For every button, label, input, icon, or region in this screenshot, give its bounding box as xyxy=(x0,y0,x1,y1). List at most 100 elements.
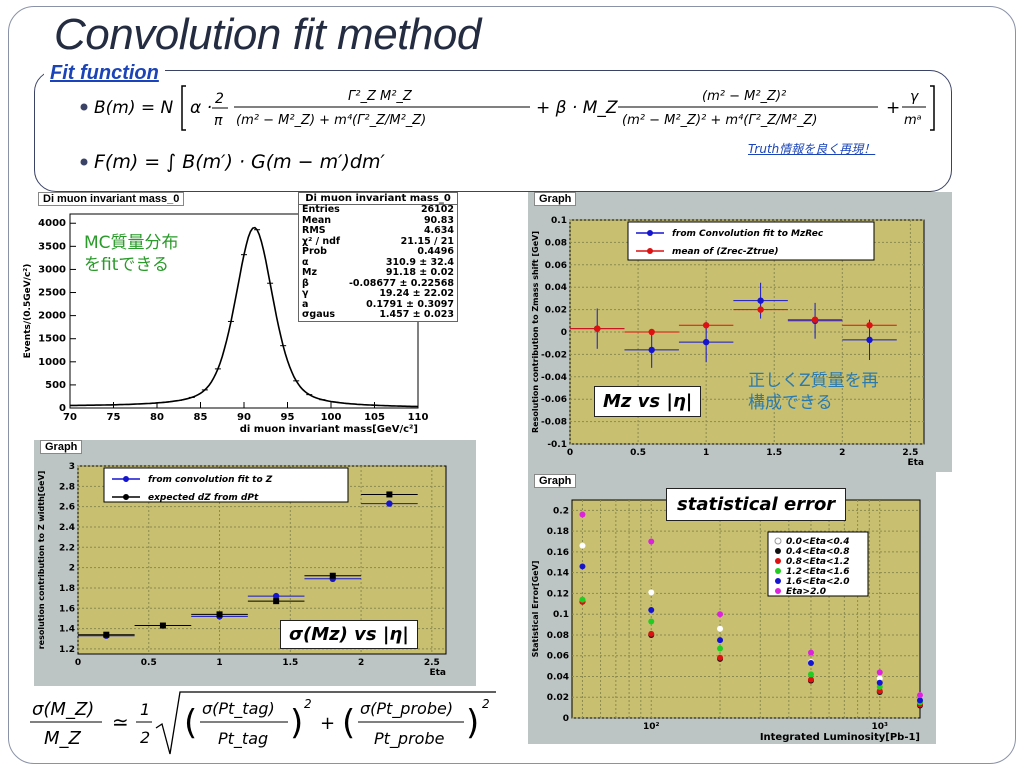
x-axis-label: Integrated Luminosity[Pb-1] xyxy=(760,732,920,743)
data-point xyxy=(917,692,923,699)
legend-label: from Convolution fit to MzRec xyxy=(672,229,824,239)
data-point xyxy=(648,346,655,354)
x-tick-label: 110 xyxy=(408,412,429,423)
x-tick-label: 0.5 xyxy=(630,448,646,458)
y-tick-label: 1000 xyxy=(38,357,66,368)
stat-value: 26102 xyxy=(420,204,454,215)
svg-text:2: 2 xyxy=(482,697,490,711)
stat-row: Prob 0.4496 xyxy=(299,246,457,258)
data-point xyxy=(103,631,110,638)
legend-marker xyxy=(775,548,781,554)
x-tick-label: 0 xyxy=(75,658,81,668)
y-tick-label: 0.16 xyxy=(547,548,569,558)
svg-text:σ(Pt_probe): σ(Pt_probe) xyxy=(360,699,453,719)
data-point xyxy=(807,676,814,683)
stat-row: a 0.1791 ± 0.3097 xyxy=(299,298,457,311)
y-tick-label: 0.04 xyxy=(547,672,569,682)
z-note: 正しくZ質量を再 構成できる xyxy=(748,370,879,414)
y-tick-label: 0 xyxy=(563,714,569,724)
stat-value: 0.1791 ± 0.3097 xyxy=(366,298,454,310)
data-point xyxy=(594,325,601,332)
data-point xyxy=(579,563,586,570)
mass-histogram-title: Di muon invariant mass_0 xyxy=(38,192,185,206)
y-tick-label: 0.08 xyxy=(545,238,567,248)
data-point xyxy=(876,679,883,686)
legend-label: 0.4<Eta<0.8 xyxy=(786,547,850,557)
data-point xyxy=(807,659,814,666)
x-tick-label: 95 xyxy=(281,412,295,423)
svg-text:σ(M_Z): σ(M_Z) xyxy=(32,699,94,720)
svg-text:): ) xyxy=(466,703,479,743)
legend-label: Eta>2.0 xyxy=(786,587,826,597)
svg-text:F(m) = ∫ B(m′) · G(m − m′)dm′: F(m) = ∫ B(m′) · G(m − m′)dm′ xyxy=(94,151,385,173)
data-point xyxy=(648,630,655,637)
data-point xyxy=(717,625,724,632)
stat-row: RMS 4.634 xyxy=(299,225,457,237)
x-tick-label: 2.5 xyxy=(424,658,440,668)
y-axis-label: Statistical Error[GeV] xyxy=(531,561,540,658)
svg-text:Pt_tag: Pt_tag xyxy=(218,729,268,749)
stat-key: χ² / ndf xyxy=(302,235,341,247)
y-tick-label: 0.1 xyxy=(551,216,567,226)
stat-value: 310.9 ± 32.4 xyxy=(385,256,454,268)
svg-text:(: ( xyxy=(184,703,197,743)
stat-value: 19.24 ± 22.02 xyxy=(379,288,454,299)
data-point xyxy=(917,697,923,704)
slide-title: Convolution fit method xyxy=(54,10,481,59)
stat-row: β -0.08677 ± 0.22568 xyxy=(299,278,457,290)
data-point xyxy=(876,675,883,682)
svg-text:M_Z: M_Z xyxy=(44,728,82,749)
data-point xyxy=(702,338,710,346)
y-tick-label: 0.08 xyxy=(547,631,569,641)
mc-note-line2: をfitできる xyxy=(84,255,170,275)
x-axis-label: Eta xyxy=(429,668,446,678)
svg-text:(m² − M²_Z) + m⁴(Γ²_Z/M²_Z): (m² − M²_Z) + m⁴(Γ²_Z/M²_Z) xyxy=(236,113,426,128)
y-tick-label: 1.2 xyxy=(59,645,75,655)
y-tick-label: -0.08 xyxy=(541,418,567,428)
y-tick-label: 1.8 xyxy=(59,584,75,594)
stat-key: RMS xyxy=(302,225,326,236)
y-tick-label: 3500 xyxy=(38,241,66,252)
x-tick-label: 100 xyxy=(321,412,342,423)
y-axis-label: Resolution contribution to Zmass shift [… xyxy=(531,231,540,433)
y-tick-label: 0.1 xyxy=(553,610,569,620)
y-tick-label: 1.6 xyxy=(59,604,75,614)
f-m-formula: F(m) = ∫ B(m′) · G(m − m′)dm′ xyxy=(78,140,498,182)
stat-error-panel: Graph 0 0.02 0.04 0.06 0.08 0.1 0.12 0.14 0.16 0.… xyxy=(528,472,936,744)
svg-text:2: 2 xyxy=(140,728,150,747)
data-point xyxy=(273,598,280,605)
x-tick-label: 90 xyxy=(237,412,251,423)
mass-stats-box: Di muon invariant mass_0 Entries 26102 Mea… xyxy=(298,192,458,322)
y-tick-label: 2.8 xyxy=(59,482,75,492)
legend-label: expected dZ from dPt xyxy=(148,493,259,503)
y-tick-label: -0.02 xyxy=(541,350,567,360)
data-point xyxy=(807,649,814,656)
y-tick-label: 1500 xyxy=(38,334,66,345)
legend-marker xyxy=(647,248,653,254)
shift-chart-title: Graph xyxy=(534,192,577,206)
y-tick-label: 4000 xyxy=(38,218,66,229)
data-point xyxy=(807,671,814,678)
y-tick-label: 0 xyxy=(59,403,66,414)
data-point xyxy=(866,336,873,344)
y-tick-label: 0.2 xyxy=(553,506,569,516)
svg-text:Pt_probe: Pt_probe xyxy=(374,729,445,749)
legend-label: 0.8<Eta<1.2 xyxy=(786,557,850,567)
data-point xyxy=(648,328,655,336)
x-tick-label: 0.5 xyxy=(141,658,157,668)
data-point xyxy=(866,322,873,329)
legend-marker xyxy=(123,494,129,500)
mass-stats-title: Di muon invariant mass_0 xyxy=(299,193,457,205)
x-tick-label: 1.5 xyxy=(766,448,782,458)
svg-text:+: + xyxy=(320,713,335,734)
stat-row: γ 19.24 ± 22.02 xyxy=(299,288,457,300)
data-point xyxy=(216,611,223,618)
stat-key: Mz xyxy=(302,267,317,278)
data-point xyxy=(876,688,883,695)
data-point xyxy=(757,297,764,304)
x-tick-label: 10² xyxy=(643,722,660,732)
svg-text:γ: γ xyxy=(910,89,919,105)
data-point xyxy=(717,611,724,618)
y-tick-label: -0.04 xyxy=(541,373,567,383)
legend-marker xyxy=(775,568,781,574)
